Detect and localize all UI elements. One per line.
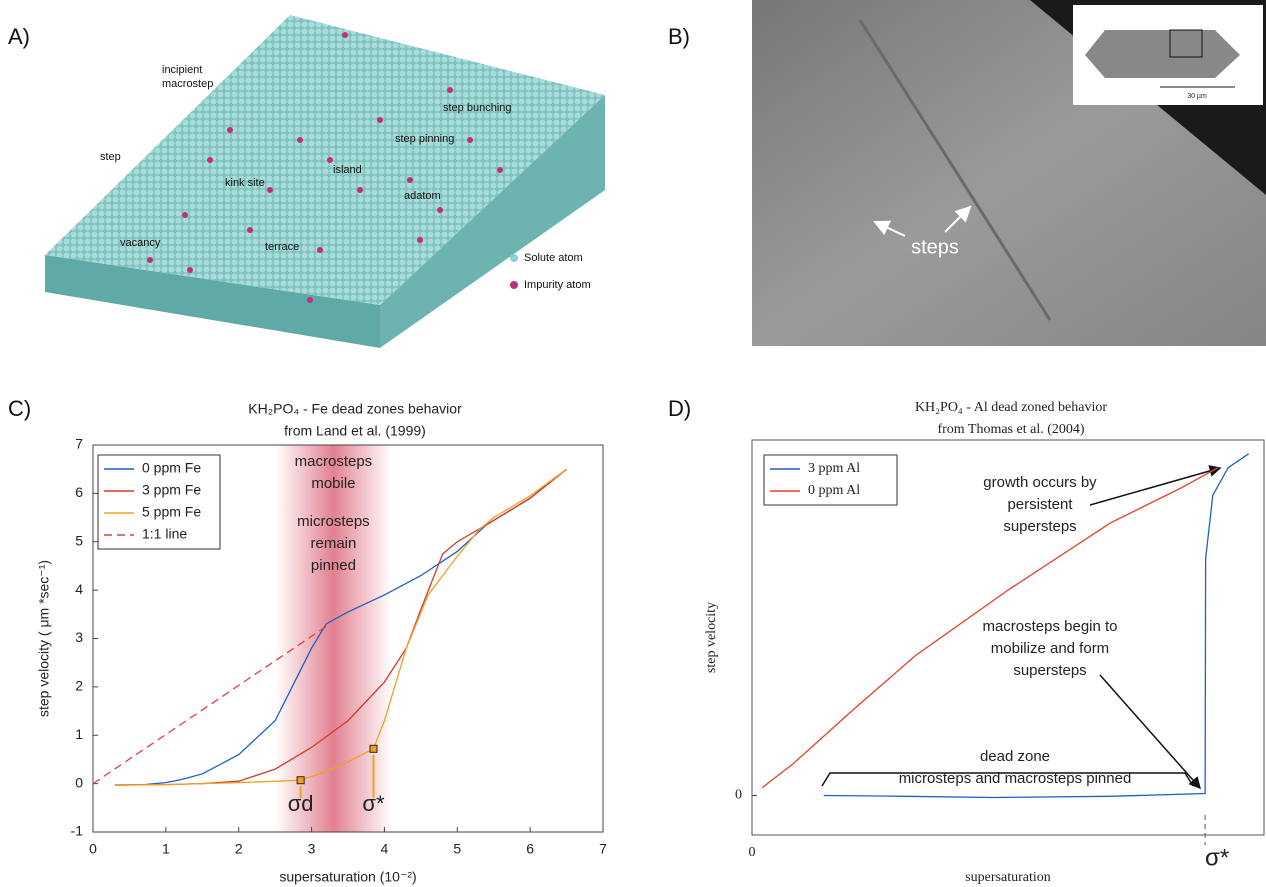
arrow xyxy=(1099,674,1201,790)
shaded-region xyxy=(275,445,392,832)
annotation: remain xyxy=(310,535,356,552)
y-tick-label: 0 xyxy=(75,774,83,790)
plot-frame xyxy=(751,439,1265,836)
annotation: dead zone xyxy=(980,748,1050,765)
x-tick-label: 2 xyxy=(235,841,243,857)
sem-image: 30 µm steps xyxy=(752,0,1266,346)
panel-label: B) xyxy=(668,24,690,49)
legend-dot xyxy=(510,281,518,289)
annotation: macrosteps begin to xyxy=(982,618,1117,635)
y-tick-label: 4 xyxy=(75,581,83,597)
y-tick-label: -1 xyxy=(71,823,84,839)
y-tick-label: 6 xyxy=(75,484,83,500)
label: vacancy xyxy=(120,237,161,249)
inset-box xyxy=(1169,29,1203,58)
x-axis-label: supersaturation (10⁻²) xyxy=(279,869,416,885)
legend-label: 0 ppm Fe xyxy=(142,460,201,476)
legend-label: 1:1 line xyxy=(142,526,187,542)
annotation: mobilize and form xyxy=(991,640,1109,657)
chart-title: KH₂PO₄ - Al dead zoned behavior xyxy=(915,400,1107,415)
legend-label: 3 ppm Fe xyxy=(142,482,201,498)
label: terrace xyxy=(265,241,299,253)
annotation: persistent xyxy=(1007,496,1073,513)
annotation: microsteps xyxy=(297,513,370,530)
y-tick-label: 7 xyxy=(75,436,83,452)
slab-front xyxy=(45,255,380,348)
series-line xyxy=(114,468,567,786)
chart-subtitle: from Thomas et al. (2004) xyxy=(937,422,1084,437)
x-tick-label: 4 xyxy=(381,841,389,857)
legend-box xyxy=(97,454,221,550)
x-tick-label: 6 xyxy=(526,841,534,857)
impurities xyxy=(147,32,503,303)
slab-side xyxy=(380,95,605,348)
charts: 0 1 2 3 4 5 6 7 -1 0 1 2 3 4 5 6 7 KH₂PO₄ - Fe dead zones… xyxy=(36,400,1265,885)
point-marker xyxy=(296,776,305,785)
y-tick-label: 1 xyxy=(75,726,83,742)
y-tick-label: 5 xyxy=(75,532,83,548)
legend-label: 3 ppm Al xyxy=(808,461,860,476)
x-tick-label: 7 xyxy=(599,841,607,857)
panel-label: C) xyxy=(8,396,31,421)
label: incipient xyxy=(162,64,202,76)
annotation-arrows xyxy=(821,465,1222,790)
label: kink site xyxy=(225,177,265,189)
point-label: σ* xyxy=(362,791,385,816)
series-line xyxy=(92,625,327,785)
point-marker xyxy=(369,744,378,753)
point-label: σd xyxy=(288,791,314,816)
label: step xyxy=(100,151,121,163)
steps-label: steps xyxy=(911,236,959,258)
legend-label: Solute atom xyxy=(524,252,583,264)
annotation: mobile xyxy=(311,475,355,492)
bracket xyxy=(821,772,1194,787)
x-tick-label: 1 xyxy=(162,841,170,857)
series-line xyxy=(114,468,567,786)
arrow xyxy=(1089,465,1222,506)
annotation: growth occurs by xyxy=(983,474,1097,491)
x-tick-label: 5 xyxy=(453,841,461,857)
inset-crystal xyxy=(1085,30,1240,78)
panel-label: D) xyxy=(668,396,691,421)
legend-box xyxy=(763,454,898,506)
annotation: pinned xyxy=(311,557,356,574)
series-line xyxy=(823,453,1250,799)
chart-subtitle: from Land et al. (1999) xyxy=(284,423,426,439)
y-tick-label: 2 xyxy=(75,678,83,694)
x-tick-label: 0 xyxy=(89,841,97,857)
model-labels: incipient macrostep step bunching step p… xyxy=(100,64,591,291)
y-tick-label: 0 xyxy=(735,788,742,803)
legend-label: 5 ppm Fe xyxy=(142,504,201,520)
annotation: supersteps xyxy=(1003,518,1076,535)
label: island xyxy=(333,164,362,176)
arrow xyxy=(873,220,906,237)
legend-dot xyxy=(510,254,518,262)
label: macrostep xyxy=(162,78,213,90)
x-axis-label: supersaturation xyxy=(965,870,1051,885)
series-line xyxy=(761,467,1219,789)
legend-label: Impurity atom xyxy=(524,279,591,291)
annotation: supersteps xyxy=(1013,662,1086,679)
y-axis-label: step velocity xyxy=(704,602,719,673)
scale-label: 30 µm xyxy=(1187,93,1207,100)
label: adatom xyxy=(404,190,441,202)
sigma-label: σ* xyxy=(1205,844,1229,871)
arrow xyxy=(944,205,972,233)
annotation: microsteps and macrosteps pinned xyxy=(899,770,1132,787)
annotation: macrosteps xyxy=(295,453,373,470)
legend-label: 0 ppm Al xyxy=(808,483,860,498)
label: step bunching xyxy=(443,102,512,114)
y-axis-label: step velocity ( μm *sec⁻¹) xyxy=(36,560,52,717)
label: step pinning xyxy=(395,133,454,145)
chart-title: KH₂PO₄ - Fe dead zones behavior xyxy=(248,401,462,417)
step-line xyxy=(858,19,1052,321)
crystal-model xyxy=(45,15,605,348)
panel-label: A) xyxy=(8,24,30,49)
x-tick-label: 0 xyxy=(749,845,756,860)
x-tick-label: 3 xyxy=(308,841,316,857)
slab-top xyxy=(45,15,605,305)
y-tick-label: 3 xyxy=(75,629,83,645)
